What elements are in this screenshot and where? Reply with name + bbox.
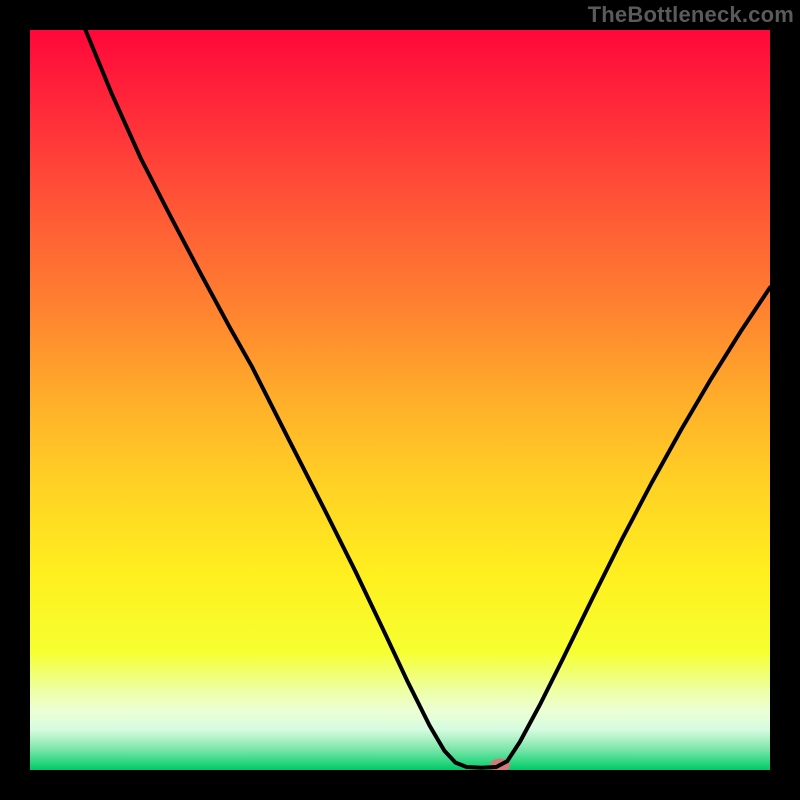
chart-frame: TheBottleneck.com: [0, 0, 800, 800]
watermark-text: TheBottleneck.com: [588, 2, 794, 28]
bottleneck-chart: [30, 30, 770, 770]
plot-area: [30, 30, 770, 770]
gradient-background: [30, 30, 770, 770]
